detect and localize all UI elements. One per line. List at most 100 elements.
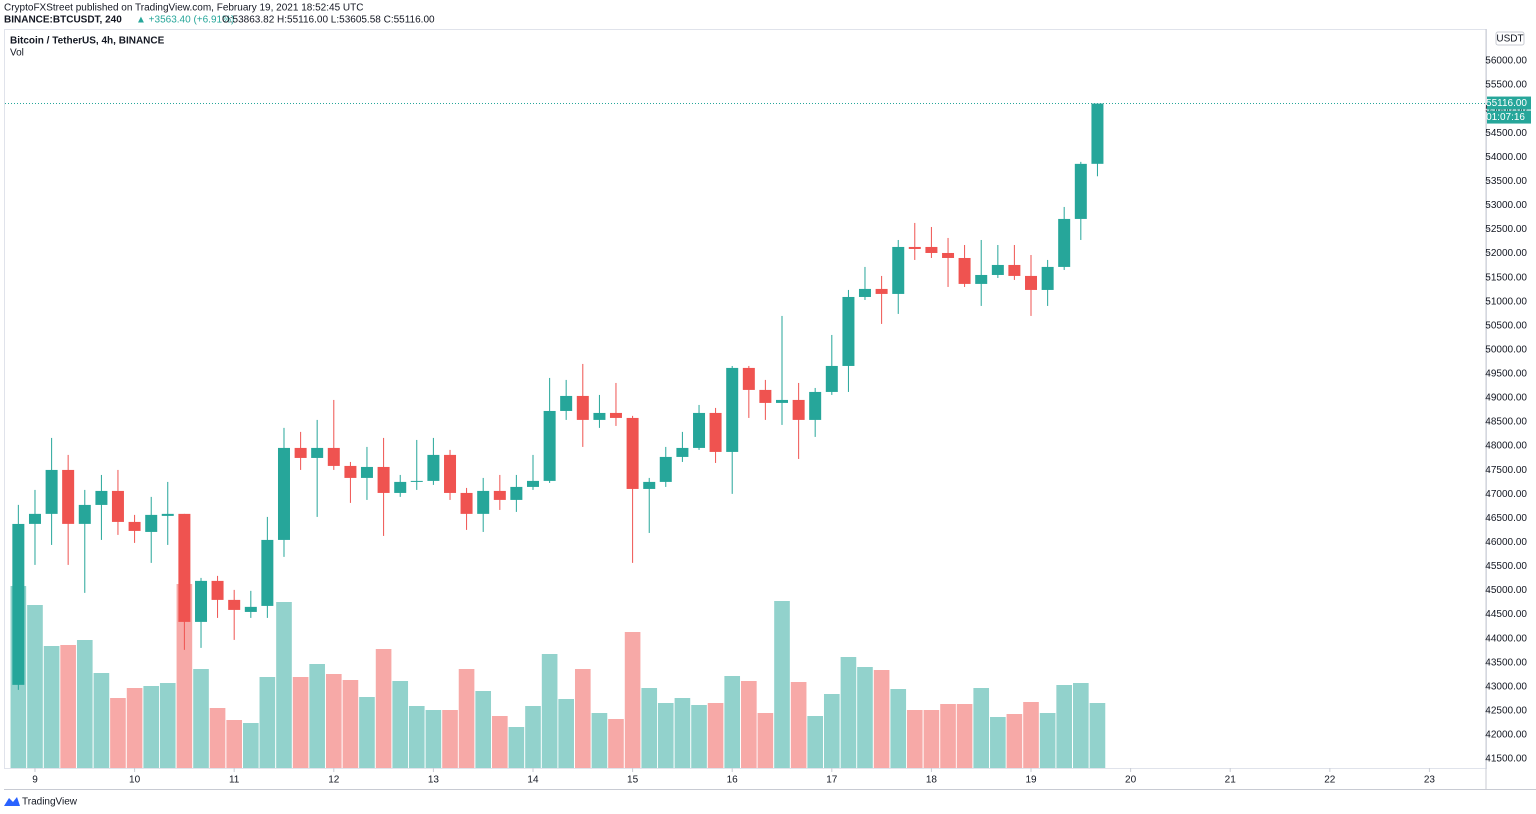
volume-bar bbox=[43, 646, 60, 768]
candle-body bbox=[211, 580, 224, 600]
x-tick-label: 16 bbox=[727, 775, 739, 786]
y-tick-label: 43500.00 bbox=[1485, 657, 1527, 668]
candle-body bbox=[925, 246, 938, 253]
y-tick-label: 49000.00 bbox=[1485, 393, 1527, 404]
volume-bar bbox=[906, 710, 923, 768]
volume-bar bbox=[425, 710, 442, 768]
volume-bar bbox=[857, 667, 873, 768]
volume-bar bbox=[990, 717, 1006, 768]
volume-bar bbox=[873, 670, 890, 768]
volume-bar bbox=[840, 657, 857, 768]
candle-body bbox=[62, 469, 75, 524]
volume-bar bbox=[956, 704, 973, 768]
volume-bar bbox=[1089, 703, 1106, 768]
y-tick-label: 53000.00 bbox=[1485, 200, 1527, 211]
volume-bar bbox=[624, 632, 641, 768]
candle-body bbox=[244, 606, 257, 612]
countdown: 01:07:16 bbox=[1486, 112, 1525, 123]
candle-body bbox=[560, 395, 573, 411]
volume-bar bbox=[475, 691, 492, 768]
y-tick-label: 47000.00 bbox=[1485, 489, 1527, 500]
x-tick-label: 9 bbox=[32, 775, 38, 786]
currency-badge[interactable] bbox=[1495, 31, 1525, 46]
candle-body bbox=[776, 399, 789, 403]
candle-body bbox=[792, 399, 805, 420]
volume-bar bbox=[226, 720, 243, 768]
volume-label: Vol bbox=[10, 48, 24, 59]
last-price-box bbox=[1487, 96, 1531, 110]
volume-bar bbox=[541, 654, 558, 768]
volume-bar bbox=[492, 716, 508, 768]
candle-body bbox=[825, 365, 838, 392]
volume-bar bbox=[973, 688, 990, 768]
y-tick-label: 49500.00 bbox=[1485, 369, 1527, 380]
volume-bar bbox=[923, 710, 940, 768]
volume-bar bbox=[126, 688, 143, 768]
volume-bar bbox=[110, 698, 126, 768]
candle-body bbox=[726, 367, 739, 452]
volume-bar bbox=[1039, 713, 1056, 768]
volume-bar bbox=[392, 681, 409, 768]
volume-bar bbox=[1023, 702, 1039, 768]
volume-bar bbox=[259, 677, 276, 768]
y-tick-label: 47500.00 bbox=[1485, 465, 1527, 476]
candle-body bbox=[294, 447, 307, 458]
volume-bar bbox=[790, 682, 807, 768]
volume-bar bbox=[574, 669, 591, 768]
candle-body bbox=[1008, 264, 1021, 276]
x-tick-label: 11 bbox=[229, 775, 240, 786]
candle-body bbox=[228, 599, 241, 610]
brand-logo bbox=[4, 797, 20, 806]
countdown-box bbox=[1487, 110, 1531, 124]
candle-body bbox=[875, 288, 888, 294]
candle-body bbox=[759, 389, 772, 403]
volume-bar bbox=[657, 703, 674, 768]
candle-body bbox=[145, 514, 158, 532]
currency: USDT bbox=[1496, 34, 1523, 45]
y-tick-label: 46000.00 bbox=[1485, 537, 1527, 548]
candle-body bbox=[277, 447, 290, 540]
candle-body bbox=[526, 480, 539, 487]
y-tick-label: 50500.00 bbox=[1485, 320, 1527, 331]
x-tick-label: 19 bbox=[1025, 775, 1037, 786]
candle-body bbox=[908, 246, 921, 249]
candle-body bbox=[12, 523, 25, 685]
candle-body bbox=[693, 412, 706, 448]
volume-bar bbox=[558, 699, 574, 768]
candle-body bbox=[676, 447, 689, 457]
y-tick-label: 52000.00 bbox=[1485, 248, 1527, 259]
candle-body bbox=[311, 447, 324, 458]
x-tick-label: 14 bbox=[527, 775, 539, 786]
volume-bar bbox=[143, 686, 160, 768]
volume-bar bbox=[375, 649, 392, 768]
candle-body bbox=[1058, 218, 1071, 267]
y-tick-label: 52500.00 bbox=[1485, 224, 1527, 235]
y-tick-label: 55500.00 bbox=[1485, 80, 1527, 91]
candle-body bbox=[444, 454, 457, 493]
volume-bar bbox=[209, 708, 226, 768]
volume-bar bbox=[93, 673, 110, 768]
candle-body bbox=[709, 412, 722, 452]
volume-bar bbox=[741, 681, 757, 768]
candle-body bbox=[410, 480, 423, 482]
candle-body bbox=[377, 466, 390, 493]
volume-bar bbox=[292, 677, 309, 768]
candle-body bbox=[742, 367, 755, 390]
volume-bar bbox=[591, 713, 608, 768]
volume-bar bbox=[325, 674, 342, 768]
candle-body bbox=[394, 481, 407, 493]
candle-body bbox=[942, 252, 955, 258]
volume-bar bbox=[359, 697, 375, 768]
volume-bar bbox=[823, 694, 840, 768]
y-tick-label: 46500.00 bbox=[1485, 513, 1527, 524]
volume-bar bbox=[442, 710, 458, 768]
candle-body bbox=[858, 288, 871, 297]
candle-body bbox=[78, 504, 91, 524]
volume-bar bbox=[674, 698, 691, 768]
y-tick-label: 54000.00 bbox=[1485, 152, 1527, 163]
x-tick-label: 10 bbox=[129, 775, 141, 786]
candle-body bbox=[510, 486, 523, 500]
candle-body bbox=[842, 296, 855, 366]
